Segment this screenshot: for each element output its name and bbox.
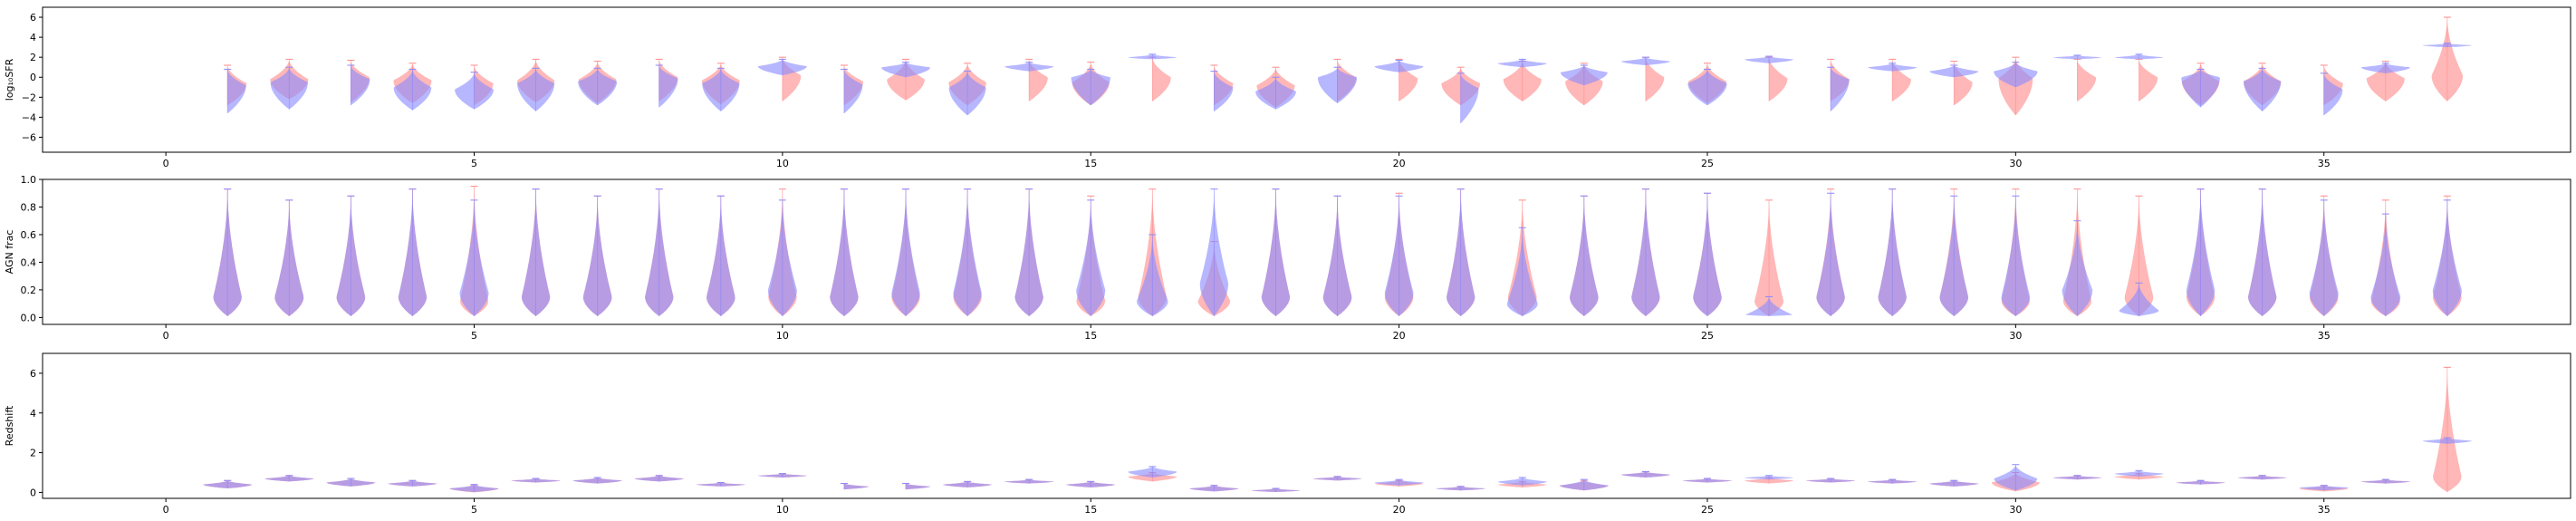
- y-tick-label-0: 0: [30, 72, 36, 83]
- x-tick-label-15: 15: [1084, 158, 1097, 169]
- panel-2: 0 5 10 15 20 25 30 35 0.0 0.2 0.4 0.6 0.8 1.0 AGN frac: [4, 174, 2571, 342]
- violin-blue-1: [227, 70, 246, 113]
- x-tick-label-0: 0: [163, 158, 169, 169]
- x-tick-label-10: 10: [776, 330, 789, 342]
- axes-frame: [42, 352, 2571, 499]
- x-tick-label-15: 15: [1084, 330, 1097, 342]
- y-tick-label-0: 0: [30, 487, 36, 498]
- x-tick-label-0: 0: [163, 330, 169, 342]
- violin-blue-35: [2323, 74, 2343, 116]
- y-tick-label-0.4: 0.4: [21, 256, 37, 268]
- y-tick-label-2: 2: [30, 448, 36, 459]
- y-tick-label-0.6: 0.6: [21, 229, 37, 241]
- y-tick-label-4: 4: [30, 408, 36, 420]
- x-tick-label-30: 30: [2009, 330, 2022, 342]
- x-tick-label-30: 30: [2009, 504, 2022, 516]
- y-tick-label-0.8: 0.8: [21, 201, 37, 213]
- violin-blue-27: [1831, 68, 1850, 111]
- x-tick-label-25: 25: [1701, 158, 1714, 169]
- x-tick-label-25: 25: [1701, 504, 1714, 516]
- y-tick-label-1: 1.0: [21, 174, 37, 186]
- y-tick-label--6: −6: [22, 131, 36, 143]
- x-tick-label-20: 20: [1393, 504, 1406, 516]
- violin-blue-3: [351, 66, 370, 106]
- x-tick-label-10: 10: [776, 504, 789, 516]
- y-tick-label-6: 6: [30, 12, 36, 24]
- x-tick-label-20: 20: [1393, 330, 1406, 342]
- panel-3: 0 5 10 15 20 25 30 35 0 2 4 6 Redshift: [4, 352, 2571, 516]
- x-tick-label-5: 5: [471, 158, 477, 169]
- x-tick-label-25: 25: [1701, 330, 1714, 342]
- violin-blue-21: [1460, 74, 1479, 123]
- x-tick-label-10: 10: [776, 158, 789, 169]
- y-tick-label--4: −4: [22, 111, 36, 123]
- violins: [224, 16, 2472, 123]
- violin-blue-17: [1214, 72, 1234, 111]
- y-tick-label-0: 0.0: [21, 312, 37, 323]
- x-tick-label-20: 20: [1393, 158, 1406, 169]
- x-tick-label-35: 35: [2318, 504, 2331, 516]
- axes-frame: [42, 178, 2571, 325]
- y-axis-label: AGN frac: [4, 230, 15, 275]
- axes-frame: [42, 6, 2571, 153]
- violin-red-32: [2139, 60, 2158, 101]
- y-tick-label-0.2: 0.2: [21, 285, 37, 296]
- y-tick-label-2: 2: [30, 52, 36, 63]
- violin-blue-8: [658, 66, 678, 108]
- x-tick-label-30: 30: [2009, 158, 2022, 169]
- violin-blue-12: [906, 483, 930, 490]
- y-tick-label-6: 6: [30, 368, 36, 380]
- y-tick-label-4: 4: [30, 32, 36, 43]
- violin-red-26: [1769, 58, 1788, 101]
- x-tick-label-5: 5: [471, 504, 477, 516]
- x-tick-label-35: 35: [2318, 158, 2331, 169]
- violins: [213, 186, 2462, 316]
- x-tick-label-35: 35: [2318, 330, 2331, 342]
- x-tick-label-15: 15: [1084, 504, 1097, 516]
- violin-blue-11: [844, 483, 869, 490]
- y-axis-label: log₁₀SFR: [4, 58, 15, 101]
- violin-red-16: [1152, 58, 1171, 101]
- violin-red-31: [2077, 60, 2097, 101]
- violin-blue-11: [844, 70, 863, 113]
- violin-red-24: [1645, 58, 1665, 101]
- y-tick-label--2: −2: [22, 92, 36, 103]
- x-tick-label-5: 5: [471, 330, 477, 342]
- x-tick-label-0: 0: [163, 504, 169, 516]
- y-axis-label: Redshift: [4, 405, 15, 446]
- violins: [203, 366, 2472, 493]
- panel-1: 0 5 10 15 20 25 30 35 −6 −4 −2 0 2 4 6 log₁₀SFR: [4, 6, 2571, 169]
